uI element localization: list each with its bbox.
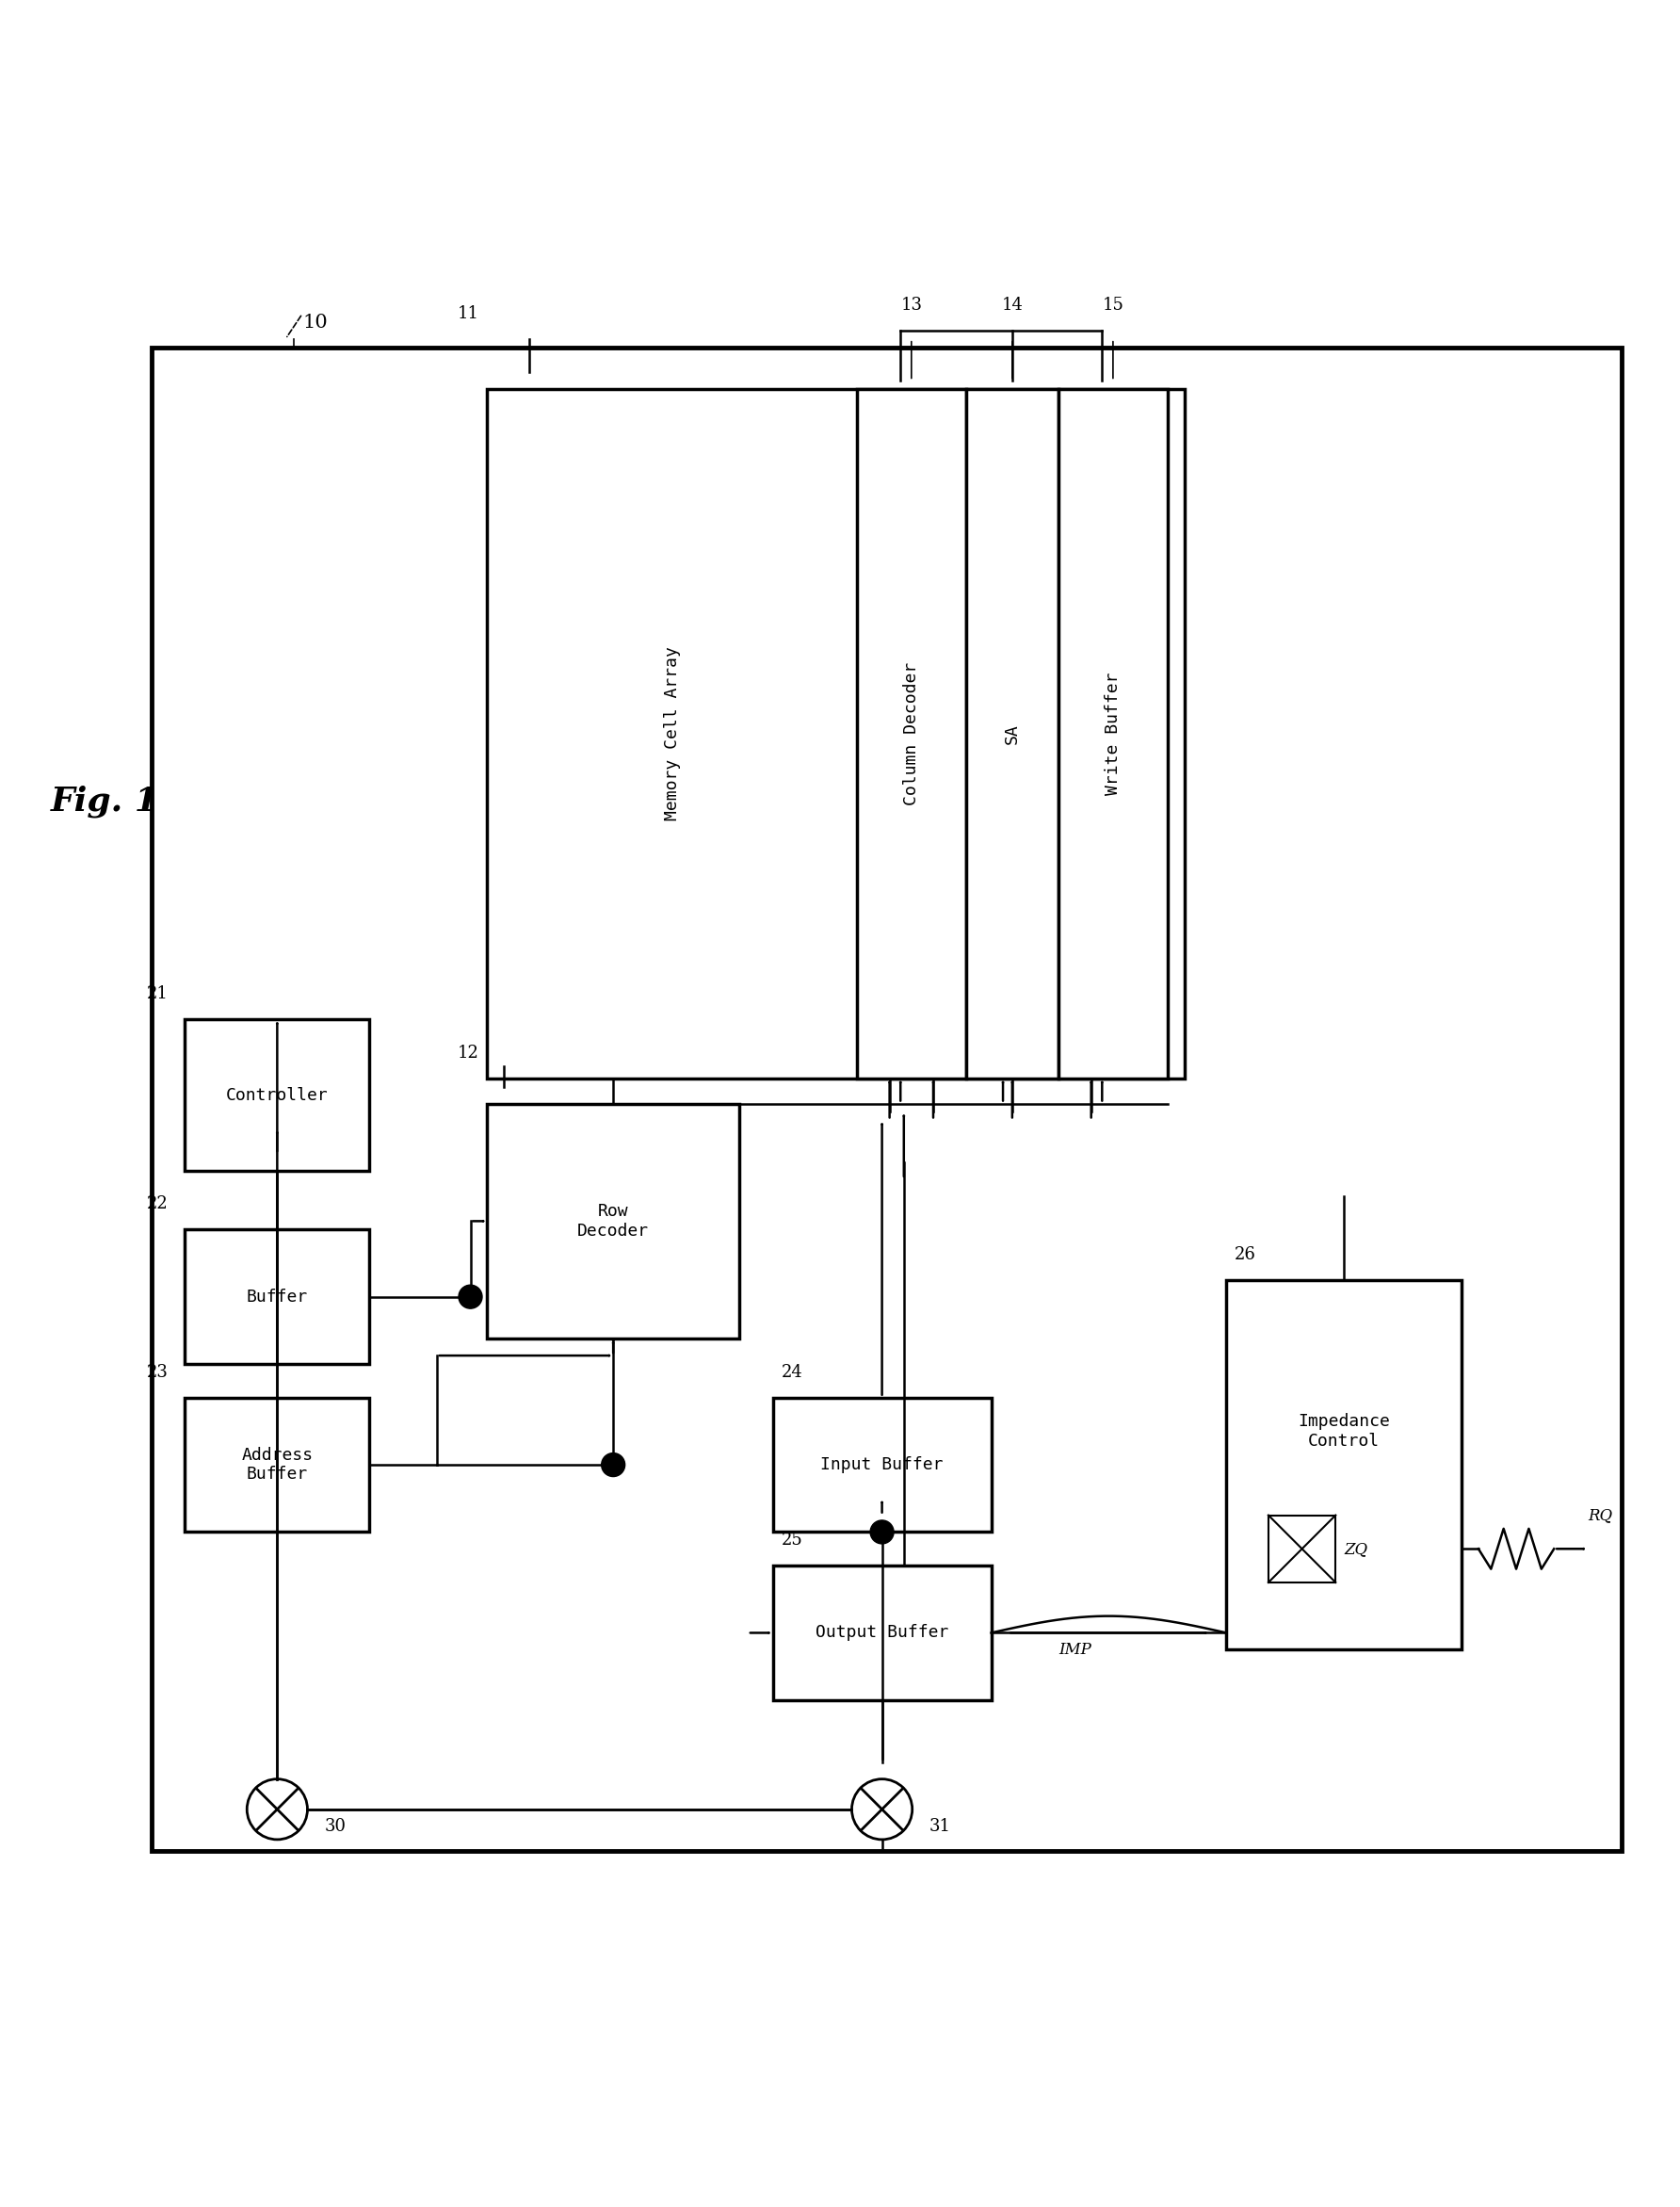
FancyBboxPatch shape [773,1565,991,1699]
Text: Controller: Controller [227,1086,328,1104]
Text: 25: 25 [781,1532,803,1549]
Text: 11: 11 [457,305,479,322]
Text: 12: 12 [457,1044,479,1062]
FancyBboxPatch shape [1226,1280,1462,1649]
Circle shape [459,1284,482,1309]
FancyBboxPatch shape [185,1229,370,1364]
Text: 15: 15 [1102,296,1124,313]
Text: 30: 30 [324,1819,346,1834]
Text: RQ: RQ [1588,1507,1613,1523]
Text: Memory Cell Array: Memory Cell Array [664,647,680,821]
Text: 10: 10 [302,313,328,331]
FancyBboxPatch shape [773,1397,991,1532]
Text: 13: 13 [900,296,922,313]
Circle shape [870,1521,894,1543]
FancyBboxPatch shape [966,388,1058,1079]
Text: Column Decoder: Column Decoder [902,662,921,806]
Text: Output Buffer: Output Buffer [815,1624,949,1642]
Text: Fig. 1: Fig. 1 [50,786,158,817]
Text: 21: 21 [146,987,168,1002]
FancyBboxPatch shape [185,1020,370,1170]
Text: Impedance
Control: Impedance Control [1299,1412,1389,1450]
Circle shape [601,1452,625,1476]
Text: Address
Buffer: Address Buffer [242,1446,312,1483]
Text: Input Buffer: Input Buffer [820,1457,944,1474]
Text: IMP: IMP [1058,1642,1090,1657]
Text: Row
Decoder: Row Decoder [578,1203,648,1240]
Text: Buffer: Buffer [247,1289,307,1304]
Text: 22: 22 [146,1196,168,1212]
Text: ZQ: ZQ [1344,1540,1368,1556]
FancyBboxPatch shape [857,388,966,1079]
Text: 26: 26 [1235,1247,1257,1262]
FancyBboxPatch shape [185,1397,370,1532]
Text: SA: SA [1003,724,1021,744]
FancyBboxPatch shape [487,388,1184,1079]
Text: 24: 24 [781,1364,803,1382]
FancyBboxPatch shape [151,346,1621,1852]
Text: 14: 14 [1001,296,1023,313]
Text: 23: 23 [146,1364,168,1382]
FancyBboxPatch shape [1058,388,1168,1079]
Text: Write Buffer: Write Buffer [1104,673,1122,795]
Text: 31: 31 [929,1819,951,1834]
FancyBboxPatch shape [487,1104,739,1340]
FancyBboxPatch shape [1268,1516,1336,1582]
